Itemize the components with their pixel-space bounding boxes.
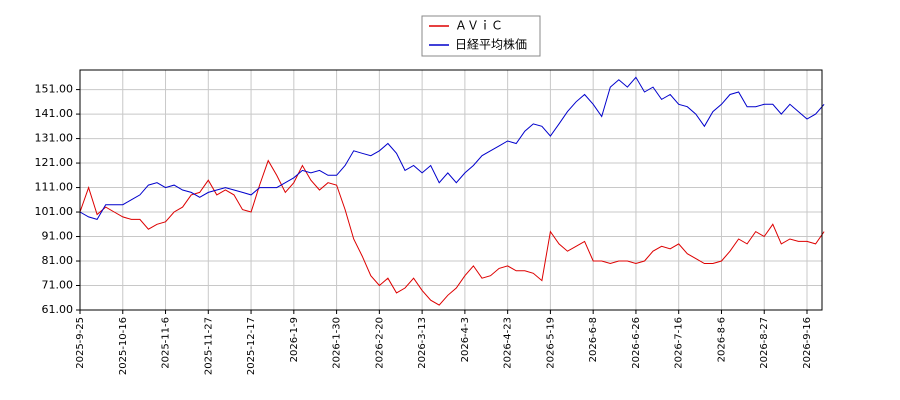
legend: ＡＶｉＣ 日経平均株価 [421, 15, 541, 57]
x-tick-label: 2026-9-16 [802, 317, 813, 369]
legend-label: ＡＶｉＣ [455, 19, 503, 33]
y-tick-label: 141.00 [35, 107, 74, 120]
x-tick-label: 2025-12-17 [246, 317, 257, 375]
x-tick-label: 2026-1-30 [332, 317, 343, 369]
grid [76, 70, 822, 314]
x-tick-label: 2026-5-19 [545, 317, 556, 369]
x-tick-label: 2025-11-6 [161, 317, 172, 369]
y-tick-label: 61.00 [42, 303, 74, 316]
y-tick-label: 101.00 [35, 205, 74, 218]
y-tick-label: 151.00 [35, 83, 74, 96]
y-tick-label: 91.00 [42, 230, 74, 243]
x-tick-label: 2025-9-25 [75, 317, 86, 369]
y-tick-label: 71.00 [42, 279, 74, 292]
x-tick-label: 2026-7-16 [674, 317, 685, 369]
y-tick-label: 121.00 [35, 156, 74, 169]
x-tick-label: 2025-11-27 [203, 317, 214, 375]
plot-frame [79, 69, 823, 311]
legend-label: 日経平均株価 [455, 37, 527, 52]
x-tick-label: 2026-4-3 [460, 317, 471, 362]
x-tick-label: 2026-1-9 [289, 317, 300, 362]
x-tick-label: 2025-10-16 [118, 317, 129, 375]
y-tick-label: 131.00 [35, 132, 74, 145]
x-tick-label: 2026-3-13 [417, 317, 428, 369]
x-tick-label: 2026-4-23 [503, 317, 514, 369]
y-tick-label: 81.00 [42, 254, 74, 267]
axis-labels: 61.00 71.00 81.00 91.00 101.00 111.00 121.00 13… [35, 83, 814, 376]
y-tick-label: 111.00 [35, 181, 74, 194]
x-tick-label: 2026-6-8 [588, 317, 599, 362]
series-line [79, 76, 825, 220]
x-tick-label: 2026-8-6 [716, 317, 727, 362]
legend-box [421, 15, 541, 57]
x-tick-label: 2026-6-26 [631, 317, 642, 369]
x-tick-label: 2026-8-27 [759, 317, 770, 369]
x-tick-label: 2026-2-20 [374, 317, 385, 369]
plot-lines [79, 76, 825, 306]
series-line [79, 159, 825, 306]
